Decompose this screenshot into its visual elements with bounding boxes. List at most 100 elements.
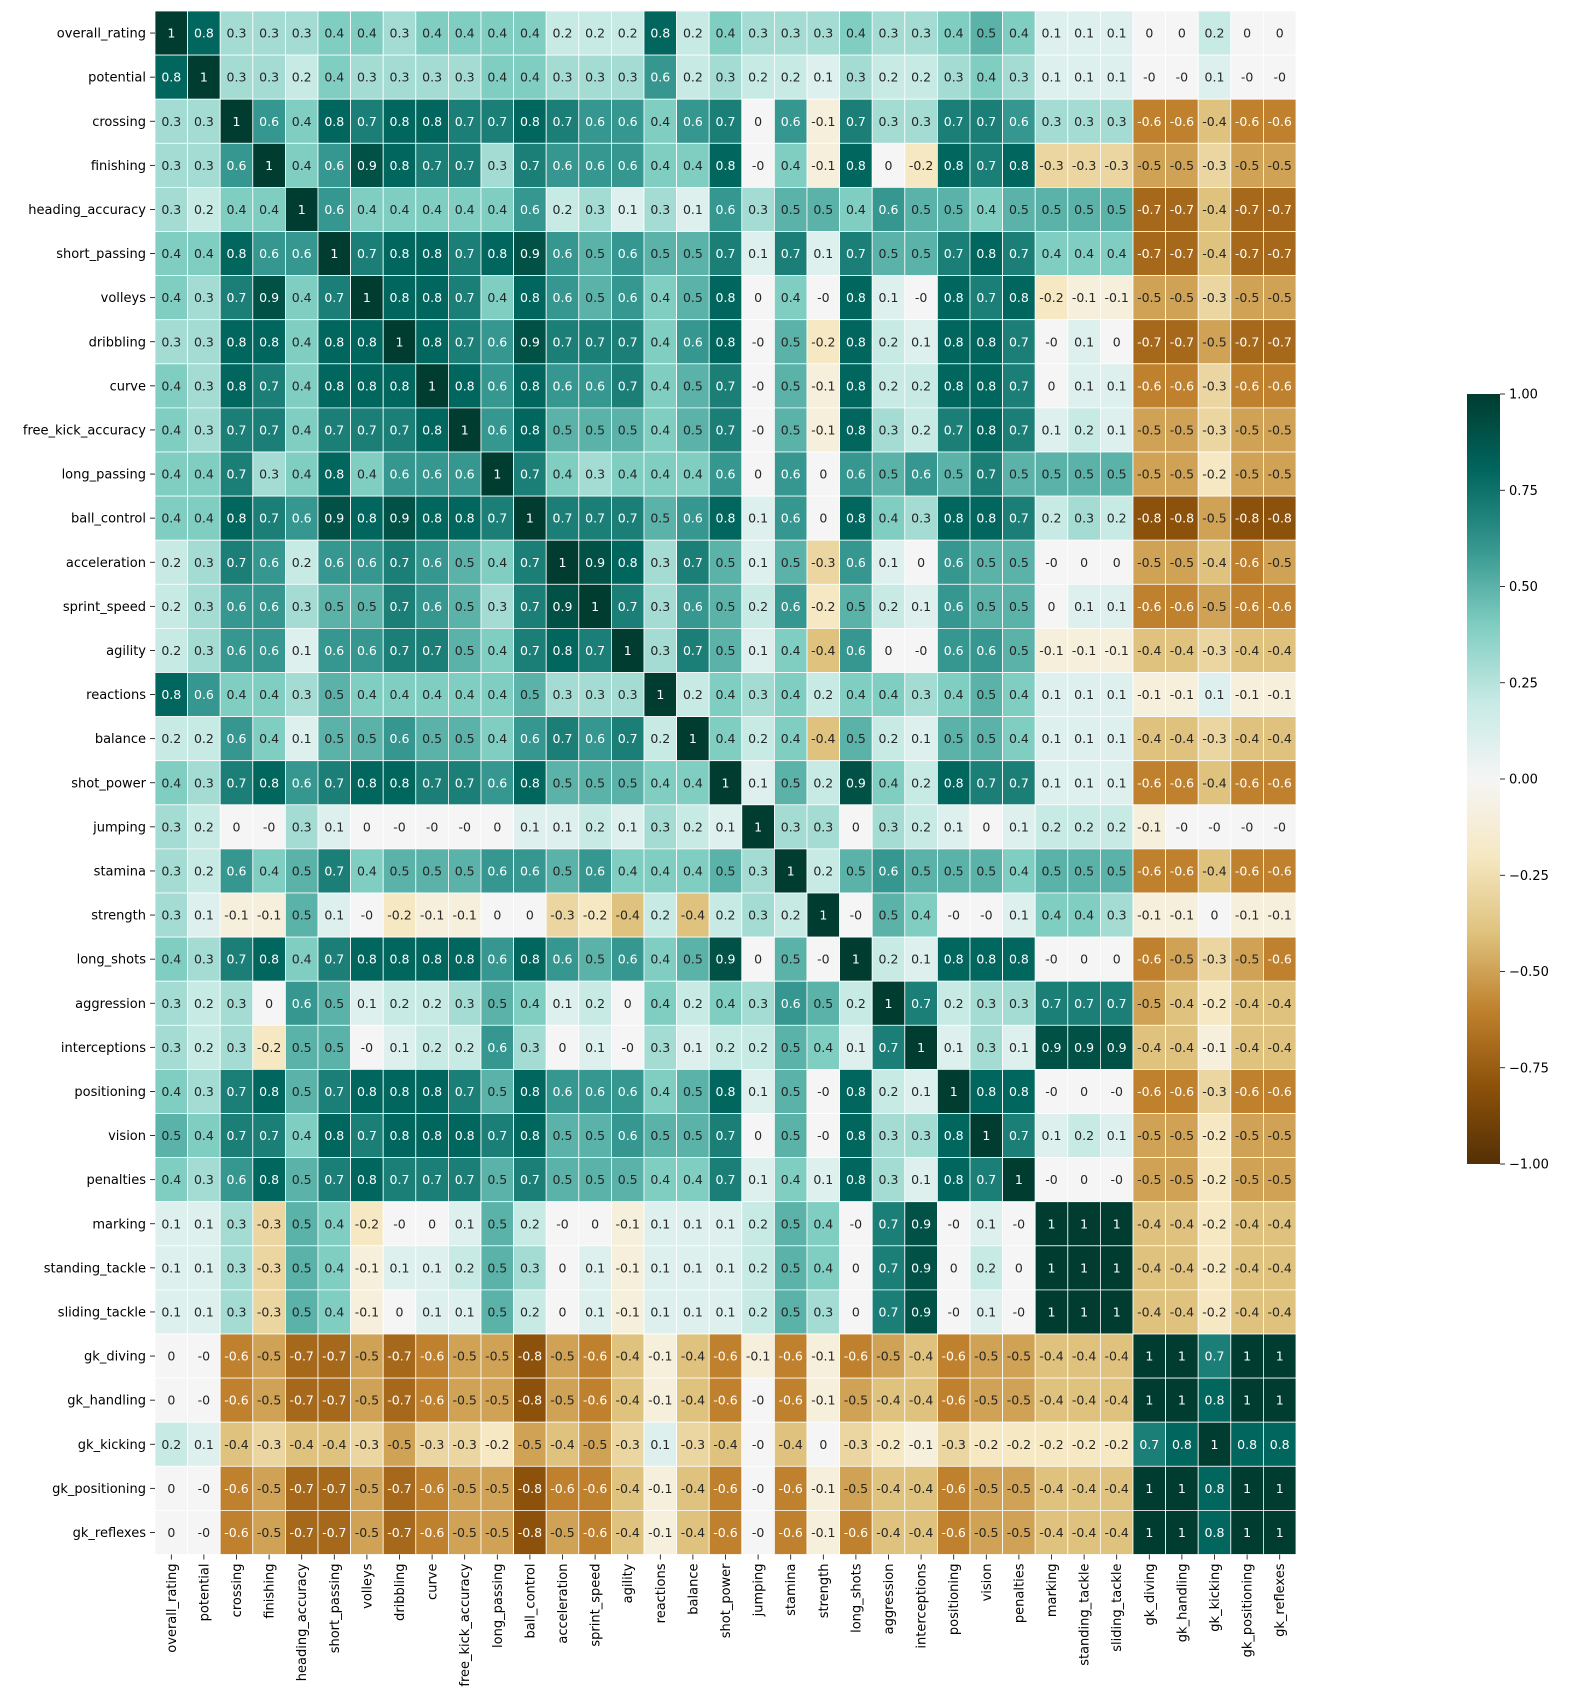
cell-value-label: -0.1 [1105, 290, 1129, 305]
cell-value-label: 0.1 [161, 1304, 181, 1319]
heatmap-cell-stamina-gk_positioning [1230, 848, 1264, 894]
heatmap-cell-volleys-interceptions [904, 275, 938, 321]
heatmap-cell-finishing-free_kick_accuracy [447, 142, 482, 188]
cell-value-label: 0.4 [520, 70, 540, 85]
cell-value-label: -0.6 [779, 1349, 803, 1364]
cell-value-label: 0.6 [487, 775, 507, 790]
cell-value-label: 0.3 [911, 1128, 931, 1143]
cell-value-label: 0.7 [553, 511, 573, 526]
cell-value-label: 0.6 [781, 599, 801, 614]
heatmap-cell-gk_kicking-curve [415, 1421, 449, 1467]
cell-value-label: 0.1 [813, 246, 833, 261]
heatmap-cell-long_shots-sprint_speed [578, 936, 612, 982]
cell-value-label: 0.4 [161, 378, 181, 393]
cell-value-label: -0.2 [909, 158, 933, 173]
heatmap-cell-gk_reflexes-long_shots [839, 1510, 873, 1555]
cell-value-label: 0.5 [1107, 863, 1127, 878]
cell-value-label: -0.6 [1137, 1084, 1161, 1099]
cell-value-label: 0.6 [553, 158, 573, 173]
cell-value-label: -0.5 [1007, 1393, 1031, 1408]
x-tick-label-overall_rating: overall_rating [165, 1564, 180, 1653]
cell-value-label: 0.4 [650, 290, 670, 305]
cell-value-label: 0.7 [553, 114, 573, 129]
heatmap-cell-aggression-short_passing [317, 980, 351, 1026]
heatmap-cell-potential-overall_rating [154, 54, 188, 100]
cell-value-label: -0.4 [1235, 1216, 1259, 1231]
heatmap-cell-short_passing-acceleration [545, 231, 580, 276]
cell-value-label: -0.4 [1137, 1260, 1161, 1275]
cell-value-label: 0.2 [879, 70, 899, 85]
cell-value-label: 1 [1048, 1304, 1056, 1319]
cell-value-label: 0 [982, 819, 990, 834]
heatmap-cell-short_passing-long_shots [839, 231, 873, 276]
heatmap-cell-volleys-dribbling [382, 275, 417, 321]
cell-value-label: 0.2 [716, 908, 736, 923]
cell-value-label: -0.4 [1039, 1525, 1063, 1540]
cell-value-label: 1 [656, 687, 664, 702]
cell-value-label: -0.5 [1137, 158, 1161, 173]
cell-value-label: 0 [852, 1260, 860, 1275]
cell-value-label: 1 [1113, 1260, 1121, 1275]
cell-value-label: 0.6 [618, 158, 638, 173]
cell-value-label: -0 [1045, 1172, 1058, 1187]
cell-value-label: 0.8 [944, 378, 964, 393]
heatmap-cell-short_passing-gk_reflexes [1263, 231, 1297, 276]
heatmap-cell-interceptions-acceleration [545, 1024, 580, 1070]
cell-value-label: 0.3 [227, 1304, 247, 1319]
heatmap-cell-gk_diving-ball_control [513, 1333, 547, 1379]
cell-value-label: 0.4 [161, 775, 181, 790]
heatmap-cell-potential-gk_kicking [1197, 54, 1232, 100]
cell-value-label: 0.6 [455, 467, 475, 482]
cell-value-label: 0.3 [553, 687, 573, 702]
heatmap-cell-crossing-balance [676, 98, 710, 144]
cell-value-label: 0.4 [161, 422, 181, 437]
heatmap-cell-curve-potential [187, 363, 221, 409]
heatmap-cell-gk_positioning-potential [187, 1465, 221, 1511]
heatmap-cell-balance-standing_tackle [1067, 716, 1101, 762]
heatmap-cell-gk_kicking-acceleration [545, 1421, 580, 1467]
cell-value-label: 0.4 [716, 996, 736, 1011]
heatmap-cell-stamina-gk_handling [1165, 848, 1199, 894]
cell-value-label: 0.5 [976, 599, 996, 614]
cell-value-label: 0.4 [650, 158, 670, 173]
heatmap-cell-gk_handling-gk_kicking [1197, 1377, 1232, 1423]
cell-value-label: -0.6 [420, 1349, 444, 1364]
cell-value-label: 0.7 [846, 114, 866, 129]
y-tick-label-finishing: finishing [91, 159, 146, 174]
cell-value-label: 0.6 [1009, 114, 1029, 129]
heatmap-cell-shot_power-gk_kicking [1197, 760, 1232, 806]
cell-value-label: 0.4 [259, 731, 279, 746]
cell-value-label: -0.5 [974, 1349, 998, 1364]
cell-value-label: 0 [1178, 26, 1186, 41]
heatmap-cell-crossing-gk_kicking [1197, 98, 1232, 144]
cell-value-label: 0 [885, 158, 893, 173]
heatmap-cell-free_kick_accuracy-volleys [350, 407, 384, 453]
cell-value-label: 0.1 [911, 731, 931, 746]
cell-value-label: -0.6 [1268, 378, 1292, 393]
cell-value-label: 0.2 [1107, 511, 1127, 526]
cell-value-label: 0 [885, 643, 893, 658]
colorbar-tick-label: 0.50 [1509, 580, 1538, 595]
cell-value-label: 0.3 [161, 819, 181, 834]
heatmap-cell-curve-sliding_tackle [1100, 363, 1134, 409]
cell-value-label: 0.5 [976, 731, 996, 746]
heatmap-cell-agility-balance [676, 628, 710, 673]
cell-value-label: 0.8 [1205, 1525, 1225, 1540]
heatmap-cell-ball_control-long_passing [480, 495, 514, 541]
heatmap-cell-overall_rating-sprint_speed [578, 10, 612, 56]
cell-value-label: 0.1 [618, 819, 638, 834]
cell-value-label: -0 [556, 1216, 569, 1231]
heatmap-cell-interceptions-potential [187, 1024, 221, 1070]
heatmap-cell-curve-heading_accuracy [284, 363, 319, 409]
heatmap-cell-free_kick_accuracy-dribbling [382, 407, 417, 453]
heatmap-cell-short_passing-strength [806, 231, 840, 276]
heatmap-cell-dribbling-short_passing [317, 319, 351, 365]
cell-value-label: 0.5 [161, 1128, 181, 1143]
cell-value-label: -0.8 [1268, 511, 1292, 526]
heatmap-cell-interceptions-balance [676, 1024, 710, 1070]
x-tick-label-vision: vision [980, 1564, 995, 1602]
cell-value-label: -0.7 [1137, 334, 1161, 349]
heatmap-cell-shot_power-aggression [871, 760, 906, 806]
heatmap-cell-standing_tackle-agility [611, 1245, 645, 1291]
cell-value-label: 0.4 [781, 687, 801, 702]
